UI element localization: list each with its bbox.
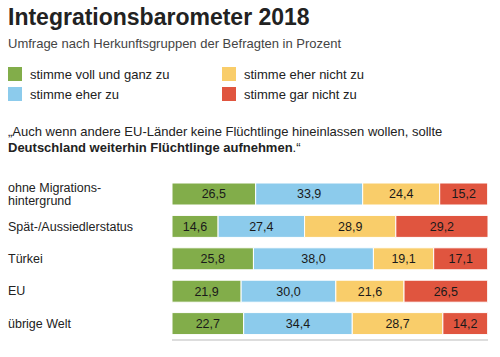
svg-text:30,0: 30,0 (276, 285, 300, 299)
html-text:Umfrage nach Herkunftsgruppen: Umfrage nach Herkunftsgruppen der Befrag… (8, 36, 342, 51)
html-text:stimme eher zu: stimme eher zu (30, 86, 119, 102)
html-text:Deutschland weiterhin Flüchtli: Deutschland weiterhin Flüchtlinge aufneh… (8, 140, 301, 155)
svg-text:ohne Migrations-hintergrund: ohne Migrations-hintergrund (8, 181, 101, 208)
svg-text:25,8: 25,8 (201, 252, 225, 266)
svg-text:14,6: 14,6 (183, 220, 207, 234)
svg-text:26,5: 26,5 (434, 285, 458, 299)
html-text:Integrationsbarometer 2018: Integrationsbarometer 2018 (8, 4, 310, 30)
svg-text:38,0: 38,0 (301, 252, 325, 266)
svg-text:24,4: 24,4 (389, 187, 413, 201)
svg-text:14,2: 14,2 (453, 317, 477, 331)
svg-text:übrige Welt: übrige Welt (8, 317, 72, 331)
svg-text:EU: EU (8, 284, 25, 298)
svg-text:26,5: 26,5 (202, 187, 226, 201)
svg-text:28,7: 28,7 (385, 317, 409, 331)
svg-text:34,4: 34,4 (286, 317, 310, 331)
svg-text:Türkei: Türkei (8, 252, 43, 266)
svg-text:15,2: 15,2 (452, 187, 476, 201)
html-text:stimme eher nicht zu: stimme eher nicht zu (244, 66, 364, 82)
svg-text:21,9: 21,9 (194, 285, 218, 299)
svg-text:22,7: 22,7 (196, 317, 220, 331)
svg-text:17,1: 17,1 (449, 252, 473, 266)
svg-text:Spät-/Aussiedlerstatus: Spät-/Aussiedlerstatus (8, 220, 133, 234)
svg-text:19,1: 19,1 (391, 252, 415, 266)
svg-text:33,9: 33,9 (297, 187, 321, 201)
svg-text:27,4: 27,4 (249, 220, 273, 234)
html-text:„Auch wenn andere EU-Länder ke: „Auch wenn andere EU-Länder keine Flücht… (8, 124, 443, 139)
html-text:stimme voll und ganz zu: stimme voll und ganz zu (30, 66, 170, 82)
svg-text:28,9: 28,9 (338, 220, 362, 234)
svg-text:21,6: 21,6 (358, 285, 382, 299)
svg-text:29,2: 29,2 (430, 220, 454, 234)
html-text:stimme gar nicht zu: stimme gar nicht zu (244, 86, 357, 102)
